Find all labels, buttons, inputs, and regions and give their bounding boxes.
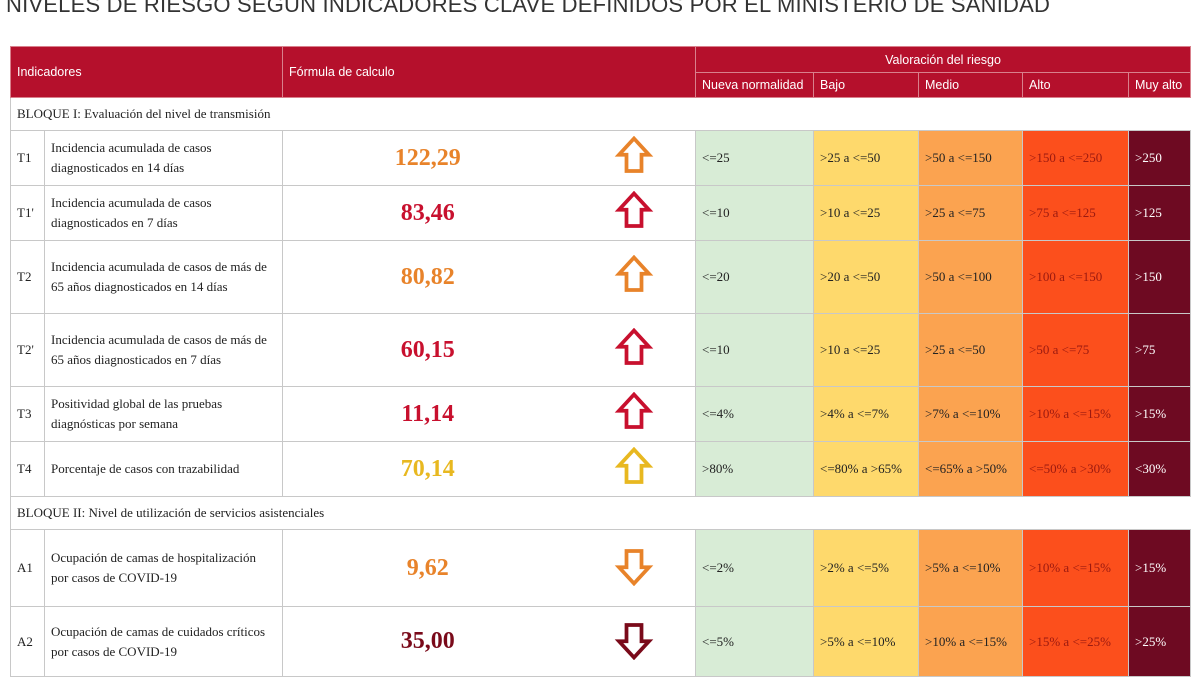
range-medio: >10% a <=15% [918,606,1024,677]
table-row: T1' Incidencia acumulada de casos diagno… [10,185,1192,241]
indicator-code: T4 [10,441,45,497]
range-medio: >7% a <=10% [918,386,1024,442]
table-row: T4 Porcentaje de casos con trazabilidad … [10,441,1192,497]
indicator-code: T2 [10,240,45,314]
table-row: A2 Ocupación de camas de cuidados crític… [10,606,1192,677]
arrow-up-icon [572,130,697,186]
indicator-value: 70,14 [282,441,573,497]
range-medio: >25 a <=75 [918,185,1024,241]
table-row: T2 Incidencia acumulada de casos de más … [10,240,1192,314]
header-formula: Fórmula de calculo [281,46,697,98]
indicator-value: 9,62 [282,529,573,607]
range-nueva-normalidad: >80% [695,441,815,497]
header-level: Alto [1022,72,1130,98]
header-valoracion: Valoración del riesgo [695,46,1192,73]
header-level: Bajo [813,72,920,98]
page-title: NIVELES DE RIESGO SEGÚN INDICADORES CLAV… [6,0,1051,17]
range-bajo: <=80% a >65% [813,441,920,497]
table-row: T2' Incidencia acumulada de casos de más… [10,313,1192,387]
arrow-up-icon [572,185,697,241]
indicator-code: T2' [10,313,45,387]
range-alto: >150 a <=250 [1022,130,1130,186]
range-alto: >100 a <=150 [1022,240,1130,314]
indicator-code: T1' [10,185,45,241]
range-muy-alto: >150 [1128,240,1192,314]
arrow-up-icon [572,240,697,314]
arrow-down-icon [572,529,697,607]
arrow-up-icon [572,386,697,442]
indicator-name: Incidencia acumulada de casos de más de … [44,313,283,387]
indicator-code: T1 [10,130,45,186]
range-alto: >10% a <=15% [1022,386,1130,442]
indicator-code: A2 [10,606,45,677]
range-nueva-normalidad: <=2% [695,529,815,607]
block-title: BLOQUE II: Nivel de utilización de servi… [9,496,1191,530]
indicator-value: 83,46 [282,185,573,241]
range-nueva-normalidad: <=10 [695,185,815,241]
range-alto: >50 a <=75 [1022,313,1130,387]
header-level: Muy alto [1128,72,1192,98]
indicator-value: 35,00 [282,606,573,677]
range-bajo: >2% a <=5% [813,529,920,607]
indicator-name: Incidencia acumulada de casos de más de … [44,240,283,314]
range-muy-alto: >250 [1128,130,1192,186]
range-muy-alto: >125 [1128,185,1192,241]
range-medio: >50 a <=150 [918,130,1024,186]
range-muy-alto: >15% [1128,386,1192,442]
range-muy-alto: >15% [1128,529,1192,607]
range-medio: >5% a <=10% [918,529,1024,607]
range-bajo: >5% a <=10% [813,606,920,677]
range-alto: <=50% a >30% [1022,441,1130,497]
block-title: BLOQUE I: Evaluación del nivel de transm… [9,97,1191,131]
range-medio: >50 a <=100 [918,240,1024,314]
range-bajo: >25 a <=50 [813,130,920,186]
indicator-value: 11,14 [282,386,573,442]
table-row: T3 Positividad global de las pruebas dia… [10,386,1192,442]
range-bajo: >4% a <=7% [813,386,920,442]
indicator-value: 60,15 [282,313,573,387]
range-nueva-normalidad: <=25 [695,130,815,186]
indicator-value: 122,29 [282,130,573,186]
indicator-value: 80,82 [282,240,573,314]
range-bajo: >10 a <=25 [813,185,920,241]
risk-table: Indicadores Fórmula de calculo Valoració… [9,46,1192,677]
range-muy-alto: <30% [1128,441,1192,497]
indicator-name: Incidencia acumulada de casos diagnostic… [44,185,283,241]
indicator-name: Porcentaje de casos con trazabilidad [44,441,283,497]
table-row: T1 Incidencia acumulada de casos diagnos… [10,130,1192,186]
range-alto: >75 a <=125 [1022,185,1130,241]
range-nueva-normalidad: <=4% [695,386,815,442]
arrow-down-icon [572,606,697,677]
indicator-name: Incidencia acumulada de casos diagnostic… [44,130,283,186]
arrow-up-icon [572,441,697,497]
indicator-code: A1 [10,529,45,607]
arrow-up-icon [572,313,697,387]
range-nueva-normalidad: <=5% [695,606,815,677]
range-nueva-normalidad: <=10 [695,313,815,387]
range-muy-alto: >75 [1128,313,1192,387]
indicator-name: Ocupación de camas de cuidados críticos … [44,606,283,677]
indicator-code: T3 [10,386,45,442]
indicator-name: Ocupación de camas de hospitalización po… [44,529,283,607]
range-medio: >25 a <=50 [918,313,1024,387]
header-level: Nueva normalidad [695,72,815,98]
indicator-name: Positividad global de las pruebas diagnó… [44,386,283,442]
table-row: A1 Ocupación de camas de hospitalización… [10,529,1192,607]
range-medio: <=65% a >50% [918,441,1024,497]
range-alto: >15% a <=25% [1022,606,1130,677]
range-alto: >10% a <=15% [1022,529,1130,607]
header-indicadores: Indicadores [10,46,283,98]
header-level: Medio [918,72,1024,98]
range-bajo: >20 a <=50 [813,240,920,314]
range-nueva-normalidad: <=20 [695,240,815,314]
range-bajo: >10 a <=25 [813,313,920,387]
range-muy-alto: >25% [1128,606,1192,677]
